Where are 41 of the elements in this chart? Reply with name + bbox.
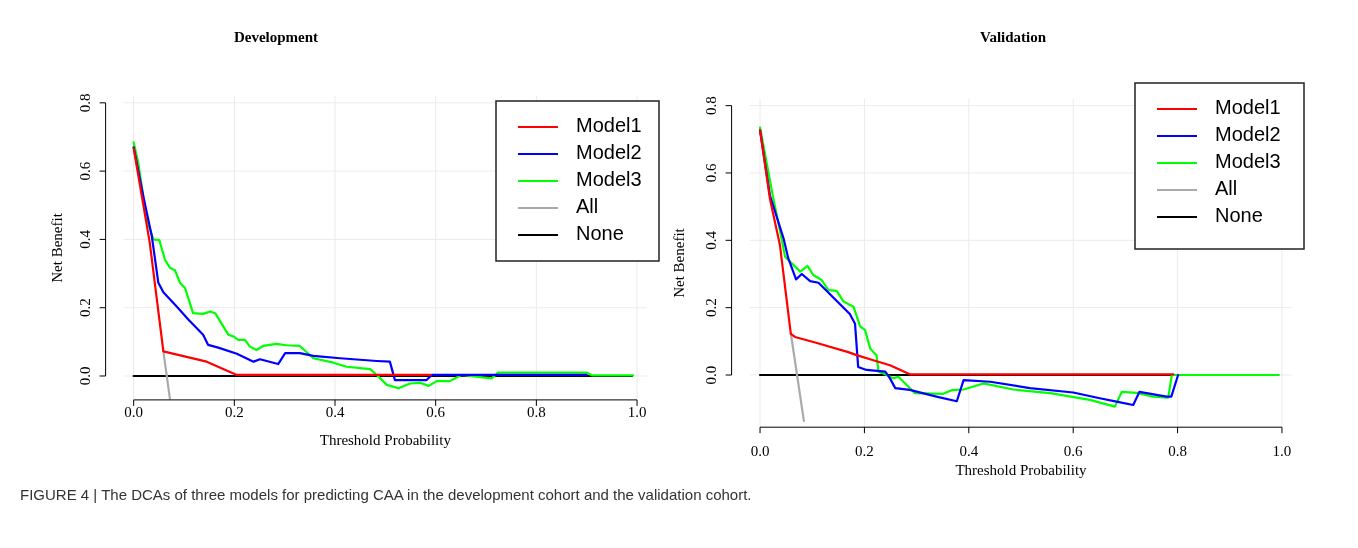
y-tick-label: 0.4 xyxy=(76,229,93,249)
line-series xyxy=(758,126,1280,408)
y-tick-label: 0.0 xyxy=(76,366,93,386)
y-tick-label: 0.8 xyxy=(76,93,93,113)
x-tick-label: 0.8 xyxy=(1168,443,1187,460)
line-series xyxy=(132,147,432,377)
legend-label: Model1 xyxy=(1215,96,1281,119)
caption: FIGURE 4 | The DCAs of three models for predicting CAA in the development cohort and the validation cohort. xyxy=(20,486,752,503)
legend-label: All xyxy=(576,195,599,218)
legend-label: Model3 xyxy=(576,168,642,191)
legend-label: Model3 xyxy=(1215,150,1281,173)
x-axis-title: Threshold Probability xyxy=(955,462,1088,479)
x-tick-label: 0.0 xyxy=(124,404,144,421)
x-tick-label: 1.0 xyxy=(1272,443,1292,460)
y-tick-label: 0.4 xyxy=(702,230,719,250)
y-tick-label: 0.2 xyxy=(76,298,93,318)
y-tick-label: 0.2 xyxy=(702,298,719,318)
y-tick-label: 0.8 xyxy=(702,96,719,116)
chart-title: Validation xyxy=(979,29,1047,45)
legend-label: Model1 xyxy=(576,114,642,137)
legend-label: Model2 xyxy=(576,141,642,164)
x-tick-label: 1.0 xyxy=(627,404,647,421)
legend-label: None xyxy=(576,222,624,245)
y-tick-label: 0.6 xyxy=(76,161,93,181)
legend-label: None xyxy=(1215,204,1263,227)
y-tick-label: 0.6 xyxy=(702,163,719,183)
y-axis-title: Net Benefit xyxy=(671,227,687,298)
x-tick-label: 0.6 xyxy=(1063,443,1084,460)
x-tick-label: 0.4 xyxy=(325,404,345,421)
x-tick-label: 0.0 xyxy=(750,443,770,460)
y-axis-title: Net Benefit xyxy=(49,212,65,283)
x-tick-label: 0.4 xyxy=(959,443,979,460)
legend-label: Model2 xyxy=(1215,123,1281,146)
x-tick-label: 0.2 xyxy=(224,404,244,421)
chart-title: Development xyxy=(233,29,319,45)
x-tick-label: 0.2 xyxy=(855,443,874,460)
x-tick-label: 0.6 xyxy=(426,404,446,421)
x-axis-title: Threshold Probability xyxy=(319,432,452,449)
legend-label: All xyxy=(1215,177,1238,200)
x-tick-label: 0.8 xyxy=(526,404,546,421)
y-tick-label: 0.0 xyxy=(702,365,719,385)
